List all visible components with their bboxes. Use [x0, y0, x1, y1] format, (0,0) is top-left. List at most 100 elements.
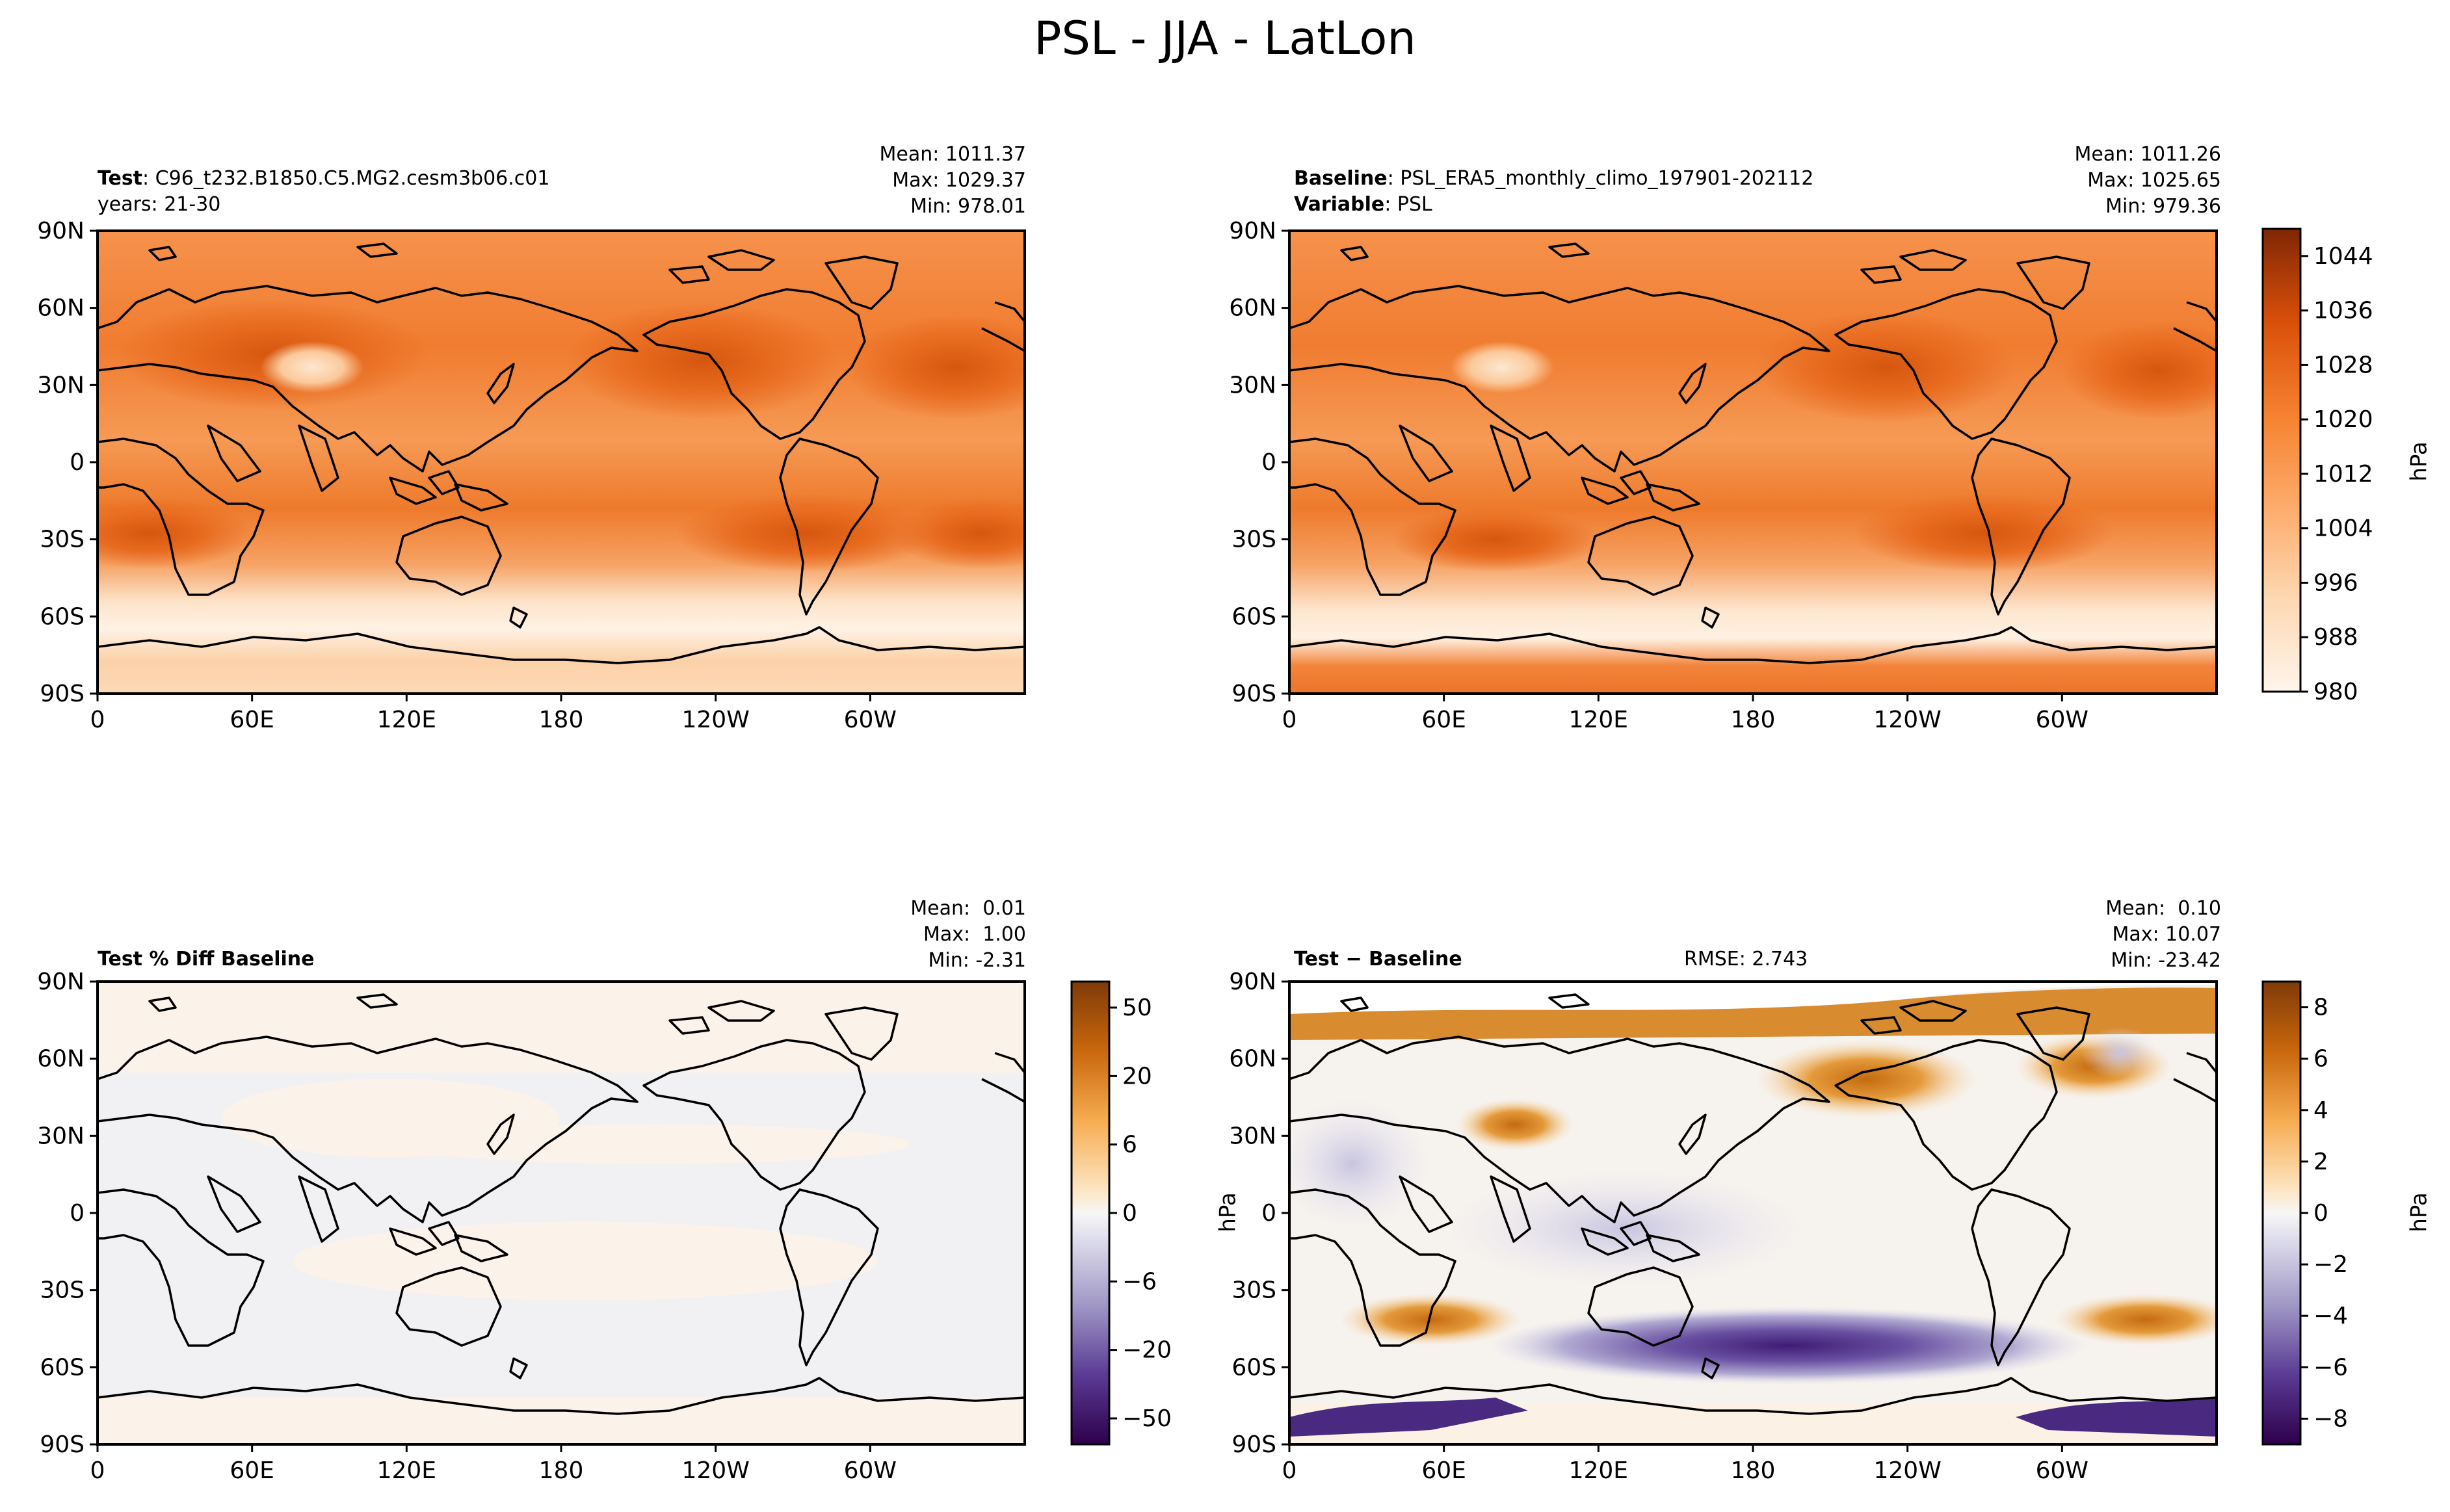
test-lon-tick-label: 180 [539, 707, 584, 733]
diff-lat-tick-label: 30N [1229, 1123, 1276, 1149]
diff-lat-tick-label: 60S [1232, 1354, 1276, 1381]
test-lat-tick-label: 60N [37, 295, 85, 322]
baseline-min: Min: 979.36 [2105, 195, 2221, 218]
pctdiff-lon-tick-label: 180 [539, 1457, 584, 1484]
pctdiff-lat-tick-label: 30N [37, 1123, 85, 1149]
pctdiff-label-bold: Test % Diff Baseline [98, 948, 315, 971]
diff-min: Min: -23.42 [2111, 949, 2221, 972]
baseline-lon-tick-label: 120E [1569, 707, 1628, 733]
colorbar-top-tick-label: 1020 [2313, 406, 2373, 433]
diff-rmse: RMSE: 2.743 [1684, 948, 1808, 971]
diff-map [1289, 982, 2217, 1444]
baseline-lat-tick-label: 60N [1229, 295, 1276, 322]
baseline-label-value: : PSL_ERA5_monthly_climo_197901-202112 [1387, 167, 1814, 190]
colorbar-top-tick-label: 988 [2313, 624, 2358, 651]
pctdiff-lat-tick-label: 30S [40, 1277, 85, 1304]
diff-lon-tick-label: 120E [1569, 1457, 1628, 1484]
diff-lat-tick-label: 30S [1232, 1277, 1276, 1304]
colorbar-pctdiff [1070, 980, 1111, 1446]
test-years: years: 21-30 [98, 193, 221, 216]
colorbar-top-tick-label: 1028 [2313, 352, 2373, 378]
test-lat-tick-label: 90N [37, 218, 85, 244]
test-lon-tick-label: 60E [230, 707, 274, 733]
colorbar-pctdiff-tick-label: 50 [1122, 995, 1152, 1021]
colorbar-diff [2261, 980, 2302, 1446]
test-map [98, 231, 1025, 694]
pctdiff-min: Min: -2.31 [928, 949, 1027, 972]
pctdiff-lon-tick-label: 0 [90, 1457, 105, 1484]
pctdiff-lat-tick-label: 90S [40, 1431, 85, 1458]
colorbar-diff-tick-label: 0 [2313, 1200, 2328, 1227]
figure-title: PSL - JJA - LatLon [1034, 12, 1416, 65]
baseline-map [1289, 231, 2217, 694]
colorbar-top-tick-label: 1044 [2313, 243, 2373, 270]
test-mean: Mean: 1011.37 [879, 143, 1026, 166]
colorbar-top-tick-label: 1036 [2313, 298, 2373, 324]
diff-lat-tick-label: 90S [1232, 1431, 1276, 1458]
test-label: Test: C96_t232.B1850.C5.MG2.cesm3b06.c01… [98, 166, 549, 218]
pctdiff-lat-tick-label: 60N [37, 1046, 85, 1073]
pctdiff-lon-tick-label: 60W [844, 1457, 897, 1484]
baseline-lon-tick-label: 60E [1421, 707, 1466, 733]
pctdiff-label: Test % Diff Baseline [98, 946, 315, 972]
test-lat-tick-label: 30S [40, 527, 85, 553]
baseline-max: Max: 1025.65 [2087, 169, 2221, 192]
pctdiff-stats: Mean: 0.01 Max: 1.00 Min: -2.31 [910, 896, 1026, 974]
baseline-lon-tick-label: 120W [1874, 707, 1942, 733]
colorbar-top-unit: hPa [2406, 441, 2432, 482]
colorbar-diff-unit: hPa [2406, 1192, 2432, 1232]
baseline-lat-tick-label: 90N [1229, 218, 1276, 244]
diff-lon-tick-label: 120W [1874, 1457, 1942, 1484]
colorbar-diff-tick-label: 4 [2313, 1097, 2328, 1124]
pctdiff-lat-tick-label: 0 [70, 1200, 85, 1227]
test-lon-tick-label: 0 [90, 707, 105, 733]
baseline-lat-tick-label: 60S [1232, 603, 1276, 630]
diff-label-bold: Test − Baseline [1294, 948, 1462, 971]
test-label-bold: Test [98, 167, 143, 190]
colorbar-top-tick-label: 1004 [2313, 515, 2373, 542]
baseline-lon-tick-label: 0 [1282, 707, 1297, 733]
baseline-lon-tick-label: 180 [1731, 707, 1776, 733]
test-lat-tick-label: 0 [70, 449, 85, 476]
test-label-value: : C96_t232.B1850.C5.MG2.cesm3b06.c01 [142, 167, 550, 190]
pctdiff-max: Max: 1.00 [923, 923, 1026, 946]
test-lon-tick-label: 120W [682, 707, 750, 733]
test-lat-tick-label: 60S [40, 603, 85, 630]
baseline-lat-tick-label: 30N [1229, 372, 1276, 398]
test-lat-tick-label: 30N [37, 372, 85, 398]
colorbar-pctdiff-tick-label: 6 [1122, 1132, 1137, 1158]
colorbar-top-tick-label: 996 [2313, 569, 2358, 596]
colorbar-diff-tick-label: −8 [2313, 1405, 2348, 1432]
pctdiff-mean: Mean: 0.01 [910, 897, 1026, 920]
baseline-lon-tick-label: 60W [2036, 707, 2088, 733]
pctdiff-lon-tick-label: 120W [682, 1457, 750, 1484]
diff-lon-tick-label: 0 [1282, 1457, 1297, 1484]
diff-mean: Mean: 0.10 [2105, 897, 2221, 920]
colorbar-diff-tick-label: 2 [2313, 1149, 2328, 1175]
baseline-lat-tick-label: 90S [1232, 681, 1276, 707]
pctdiff-lat-tick-label: 60S [40, 1354, 85, 1381]
test-lon-tick-label: 120E [377, 707, 436, 733]
colorbar-top-tick-label: 1012 [2313, 461, 2373, 488]
test-lat-tick-label: 90S [40, 681, 85, 707]
colorbar-pctdiff-tick-label: 0 [1122, 1200, 1137, 1227]
colorbar-diff-tick-label: 6 [2313, 1046, 2328, 1073]
pctdiff-map [98, 982, 1025, 1444]
colorbar-diff-tick-label: −2 [2313, 1251, 2348, 1278]
diff-lat-tick-label: 0 [1261, 1200, 1276, 1227]
colorbar-pctdiff-unit: hPa [1215, 1192, 1241, 1232]
colorbar-pctdiff-tick-label: −6 [1122, 1268, 1157, 1295]
pctdiff-lat-tick-label: 90N [37, 969, 85, 995]
colorbar-top-tick-label: 980 [2313, 679, 2358, 705]
diff-label: Test − Baseline [1294, 946, 1462, 972]
diff-max: Max: 10.07 [2112, 923, 2221, 946]
baseline-mean: Mean: 1011.26 [2074, 143, 2221, 166]
baseline-stats: Mean: 1011.26 Max: 1025.65 Min: 979.36 [2075, 142, 2221, 220]
test-max: Max: 1029.37 [892, 169, 1026, 192]
colorbar-diff-tick-label: −4 [2313, 1303, 2348, 1329]
variable-label-bold: Variable [1294, 193, 1385, 216]
variable-label-value: : PSL [1384, 193, 1432, 216]
diff-lon-tick-label: 60E [1421, 1457, 1466, 1484]
